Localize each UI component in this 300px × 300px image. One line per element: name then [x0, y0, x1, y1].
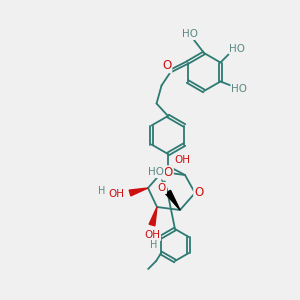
Text: O: O: [164, 167, 172, 179]
Text: O: O: [194, 187, 204, 200]
Text: O: O: [158, 183, 166, 193]
Text: HO: HO: [182, 29, 198, 39]
Text: H: H: [98, 186, 106, 196]
Text: OH: OH: [108, 189, 124, 199]
Polygon shape: [149, 207, 157, 226]
Text: OH: OH: [174, 155, 190, 165]
Polygon shape: [129, 188, 148, 196]
Text: O: O: [162, 59, 171, 72]
Text: HO: HO: [148, 167, 164, 177]
Text: HO: HO: [232, 85, 247, 94]
Text: HO: HO: [230, 44, 245, 53]
Text: H: H: [150, 240, 158, 250]
Polygon shape: [166, 190, 180, 210]
Text: OH: OH: [144, 230, 160, 240]
